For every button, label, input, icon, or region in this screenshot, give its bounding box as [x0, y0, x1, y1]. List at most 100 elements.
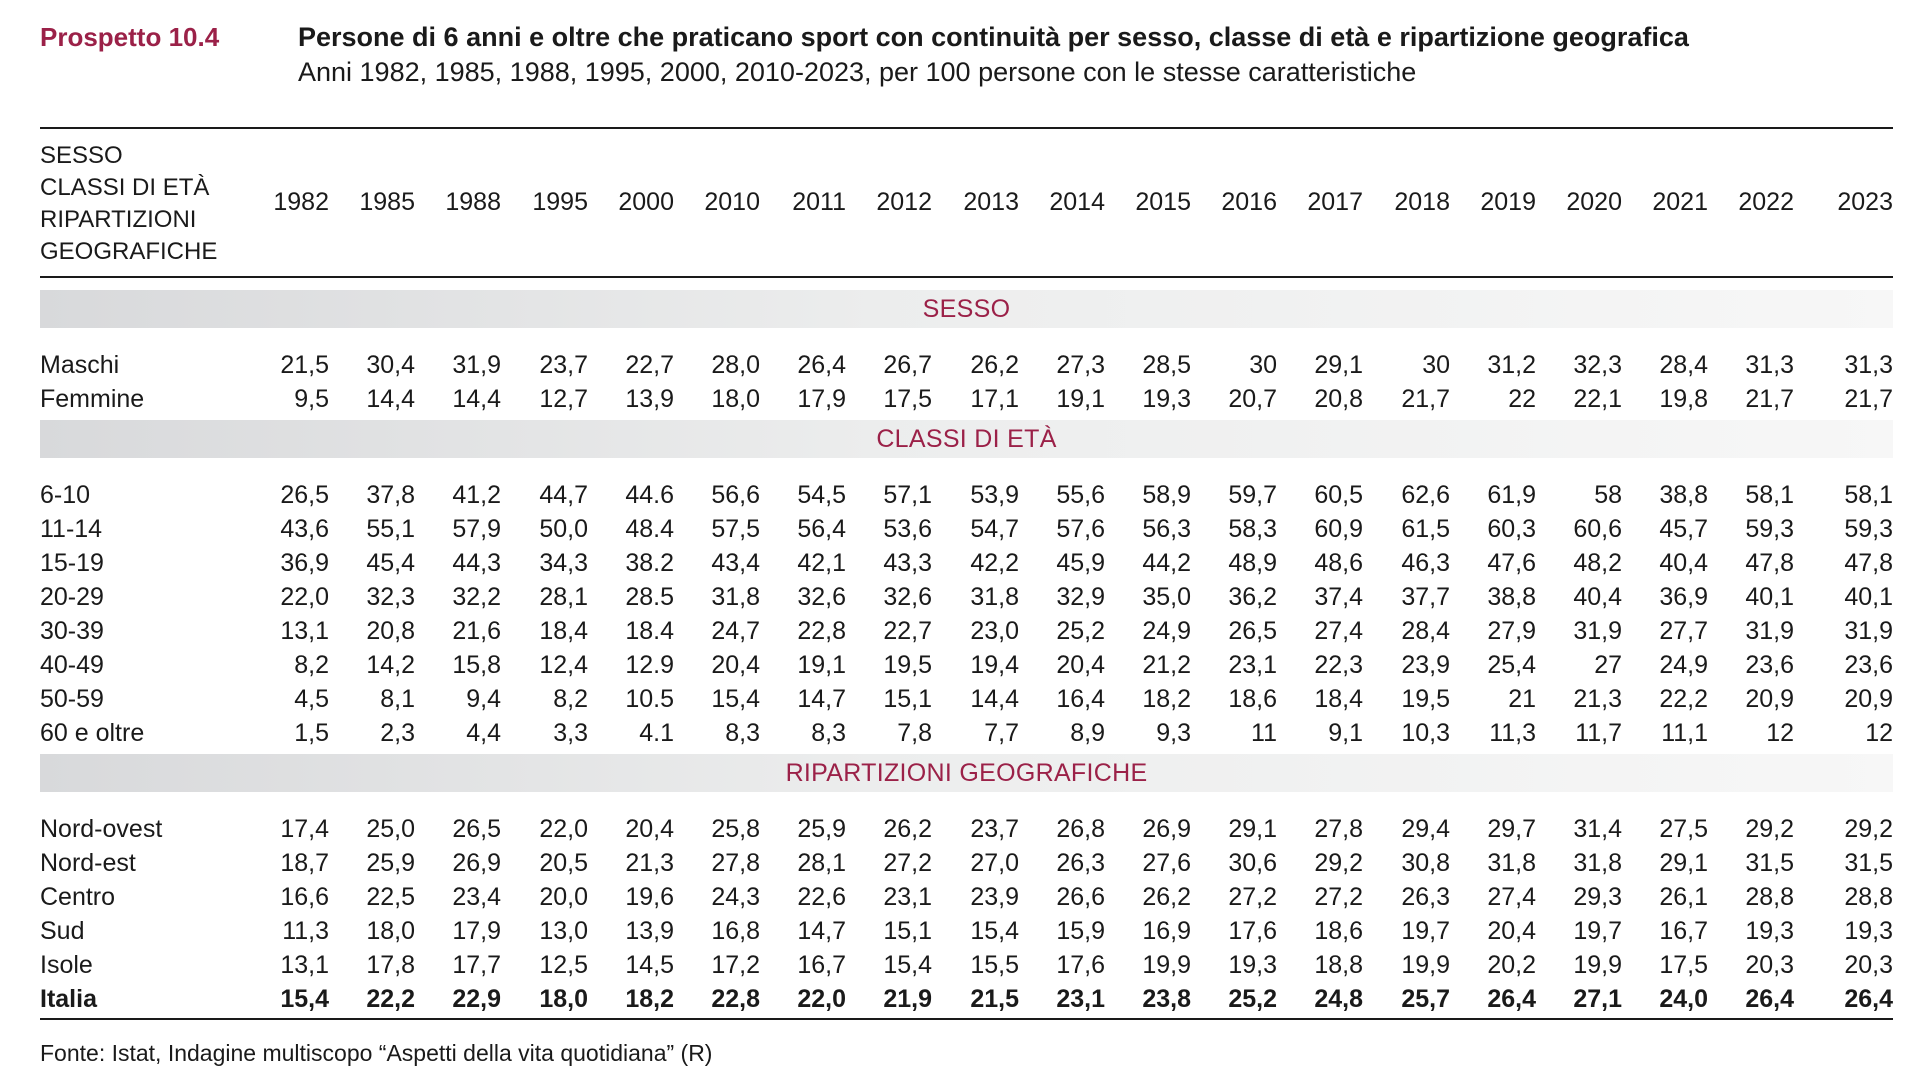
table-cell: 56,4 [797, 515, 846, 543]
table-cell: 31,8 [970, 583, 1019, 611]
year-header: 2020 [1566, 188, 1622, 216]
table-cell: 44,7 [539, 481, 588, 509]
table-cell: 45,9 [1056, 549, 1105, 577]
table-row: Isole 13,1 17,8 17,7 12,5 14,5 17,2 16,7 15,4 15,… [40, 948, 1893, 982]
table-cell: 23,7 [970, 815, 1019, 843]
table-cell: 13,1 [280, 951, 329, 979]
table-cell: 22,9 [452, 985, 501, 1013]
section-label: CLASSI DI ETÀ [876, 425, 1057, 453]
table-cell: 50,0 [539, 515, 588, 543]
year-header: 1985 [359, 188, 415, 216]
table-cell: 15,4 [711, 685, 760, 713]
section-band: SESSO [40, 290, 1893, 328]
table-cell: 59,3 [1844, 515, 1893, 543]
table-cell: 20,4 [625, 815, 674, 843]
top-rule [40, 127, 1893, 129]
table-cell: 25,9 [366, 849, 415, 877]
table-cell: 26,9 [452, 849, 501, 877]
stub-header: SESSO CLASSI DI ETÀ RIPARTIZIONI GEOGRAF… [40, 140, 217, 268]
table-cell: 26,2 [970, 351, 1019, 379]
table-cell: 25,0 [366, 815, 415, 843]
source-note: Fonte: Istat, Indagine multiscopo “Aspet… [40, 1040, 713, 1066]
table-cell: 38,8 [1487, 583, 1536, 611]
table-cell: 21 [1508, 685, 1536, 713]
table-cell: 22,2 [1659, 685, 1708, 713]
table-cell: 30,4 [366, 351, 415, 379]
table-cell: 19,8 [1659, 385, 1708, 413]
table-cell: 14,5 [625, 951, 674, 979]
table-cell: 18,4 [1314, 685, 1363, 713]
table-cell: 17,5 [1659, 951, 1708, 979]
table-cell: 18.4 [625, 617, 674, 645]
table-cell: 20,9 [1844, 685, 1893, 713]
table-cell: 19,6 [625, 883, 674, 911]
table-cell: 8,3 [725, 719, 760, 747]
table-cell: 54,7 [970, 515, 1019, 543]
table-cell: 32,6 [883, 583, 932, 611]
row-label: 20-29 [40, 583, 104, 611]
table-cell: 3,3 [553, 719, 588, 747]
table-cell: 54,5 [797, 481, 846, 509]
table-cell: 26,3 [1056, 849, 1105, 877]
table-cell: 21,9 [883, 985, 932, 1013]
table-cell: 31,5 [1745, 849, 1794, 877]
table-cell: 19,1 [797, 651, 846, 679]
table-cell: 26,1 [1659, 883, 1708, 911]
table-cell: 21,5 [280, 351, 329, 379]
table-cell: 17,6 [1228, 917, 1277, 945]
table-cell: 22 [1508, 385, 1536, 413]
table-cell: 12,4 [539, 651, 588, 679]
table-cell: 22,0 [539, 815, 588, 843]
table-cell: 27,4 [1487, 883, 1536, 911]
table-cell: 47,8 [1745, 549, 1794, 577]
table-cell: 32,3 [366, 583, 415, 611]
table-cell: 8,2 [553, 685, 588, 713]
table-cell: 24,0 [1659, 985, 1708, 1013]
table-cell: 19,5 [883, 651, 932, 679]
table-row: Italia 15,4 22,2 22,9 18,0 18,2 22,8 22,0 21,9 21… [40, 982, 1893, 1016]
table-cell: 9,1 [1328, 719, 1363, 747]
table-cell: 10.5 [625, 685, 674, 713]
table-row: Femmine 9,5 14,4 14,4 12,7 13,9 18,0 17,9 17,5 17… [40, 382, 1893, 416]
year-header: 2010 [704, 188, 760, 216]
table-cell: 30 [1422, 351, 1450, 379]
year-header: 1982 [273, 188, 329, 216]
table-cell: 18,0 [366, 917, 415, 945]
table-cell: 20,7 [1228, 385, 1277, 413]
row-label: Nord-ovest [40, 815, 163, 843]
table-cell: 58,1 [1844, 481, 1893, 509]
table-cell: 42,2 [970, 549, 1019, 577]
row-label: Isole [40, 951, 93, 979]
table-cell: 55,6 [1056, 481, 1105, 509]
table-cell: 15,1 [883, 917, 932, 945]
table-cell: 18,6 [1314, 917, 1363, 945]
table-cell: 15,1 [883, 685, 932, 713]
table-cell: 23,0 [970, 617, 1019, 645]
table-cell: 24,9 [1142, 617, 1191, 645]
table-cell: 29,1 [1314, 351, 1363, 379]
table-cell: 21,7 [1745, 385, 1794, 413]
table-cell: 12,7 [539, 385, 588, 413]
table-cell: 22,3 [1314, 651, 1363, 679]
table-cell: 21,7 [1844, 385, 1893, 413]
table-cell: 23,1 [1056, 985, 1105, 1013]
table-cell: 22,7 [625, 351, 674, 379]
table-cell: 4,4 [466, 719, 501, 747]
table-cell: 22,1 [1573, 385, 1622, 413]
table-cell: 15,4 [280, 985, 329, 1013]
table-cell: 19,1 [1056, 385, 1105, 413]
table-cell: 7,8 [897, 719, 932, 747]
table-row: Nord-ovest 17,4 25,0 26,5 22,0 20,4 25,8 25,9 26… [40, 812, 1893, 846]
table-row: Nord-est 18,7 25,9 26,9 20,5 21,3 27,8 28,1 27,2… [40, 846, 1893, 880]
table-cell: 20,8 [1314, 385, 1363, 413]
table-cell: 26,4 [797, 351, 846, 379]
table-cell: 20,2 [1487, 951, 1536, 979]
table-cell: 23,4 [452, 883, 501, 911]
table-cell: 58 [1594, 481, 1622, 509]
table-cell: 14,4 [970, 685, 1019, 713]
table-cell: 22,8 [797, 617, 846, 645]
table-cell: 25,2 [1228, 985, 1277, 1013]
table-cell: 19,3 [1844, 917, 1893, 945]
year-header: 2014 [1049, 188, 1105, 216]
table-cell: 26,7 [883, 351, 932, 379]
